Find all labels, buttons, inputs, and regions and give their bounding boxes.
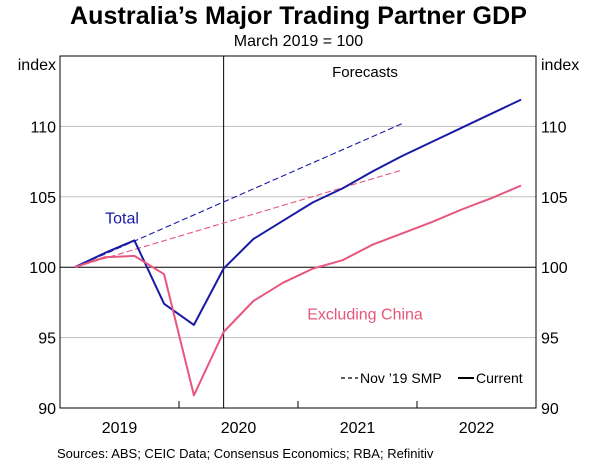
plot-border xyxy=(59,55,537,409)
y-tick-label-right: 105 xyxy=(541,190,568,207)
y-tick-label-left: 100 xyxy=(29,260,56,277)
y-tick-label-left: 105 xyxy=(29,190,56,207)
y-tick-label-right: 110 xyxy=(541,119,567,136)
x-tick-label: 2019 xyxy=(102,420,138,437)
y-tick-label-right: 90 xyxy=(541,401,559,418)
axes: 90 90 95 95 100 100 105 105 110 110 index index 2019… xyxy=(18,57,580,437)
series-line-current xyxy=(74,98,522,326)
chart-source: Sources: ABS; CEIC Data; Consensus Econo… xyxy=(57,446,434,461)
series-label-excluding-china: Excluding China xyxy=(307,306,423,323)
y-tick-label-right: 100 xyxy=(541,260,568,277)
x-tick-label: 2022 xyxy=(459,420,495,437)
series-lines xyxy=(74,98,522,397)
y-tick-label-right: 95 xyxy=(541,331,559,348)
x-tick-label: 2021 xyxy=(340,420,376,437)
chart-labels: Total Excluding China Forecasts Nov ’19 SMP… xyxy=(105,64,523,386)
series-line-current xyxy=(74,184,522,397)
y-tick-label-left: 110 xyxy=(30,119,56,136)
legend-label-current: Current xyxy=(476,370,523,386)
chart-subtitle: March 2019 = 100 xyxy=(233,33,364,50)
plot-frame xyxy=(59,55,537,409)
chart-title: Australia’s Major Trading Partner GDP xyxy=(69,2,528,30)
legend-label-smp: Nov ’19 SMP xyxy=(360,370,442,386)
y-tick-label-left: 90 xyxy=(38,401,56,418)
y-axis-label-left: index xyxy=(18,57,56,74)
series-label-total: Total xyxy=(105,211,139,228)
y-tick-label-left: 95 xyxy=(38,331,56,348)
y-axis-label-right: index xyxy=(541,57,579,74)
x-tick-label: 2020 xyxy=(221,420,257,437)
forecasts-label: Forecasts xyxy=(332,64,398,81)
